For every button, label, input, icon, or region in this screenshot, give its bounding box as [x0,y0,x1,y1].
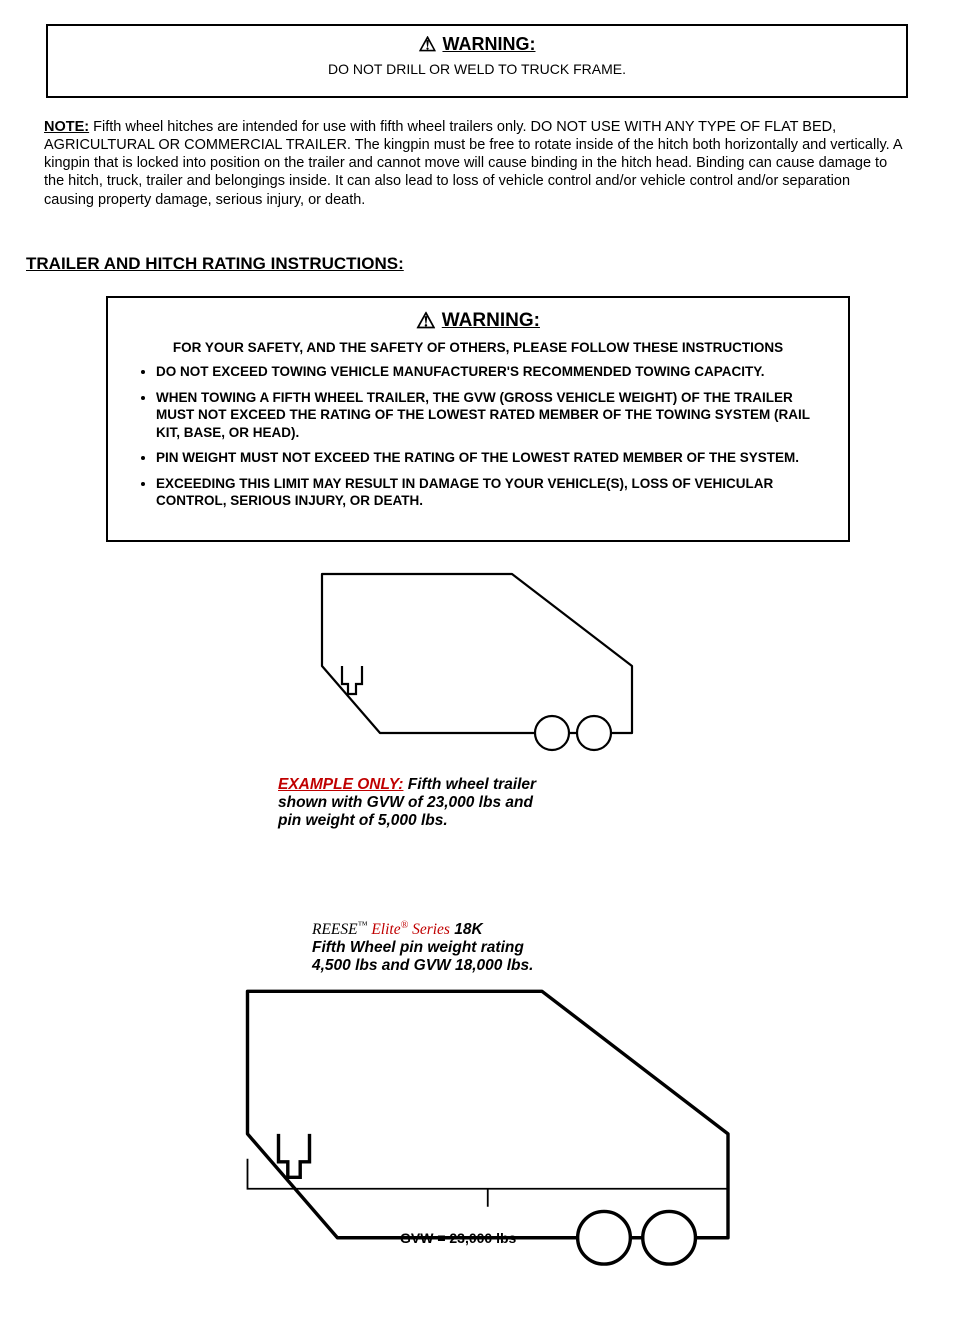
brand-reese: REESE [312,921,358,938]
top-warning-box: ⚠ WARNING: DO NOT DRILL OR WELD TO TRUCK… [46,24,908,98]
warning-triangle-icon: ⚠ [419,32,437,57]
trailer-figure-1 [312,568,642,758]
note-text: Fifth wheel hitches are intended for use… [44,119,902,208]
inner-warning-bullet: WHEN TOWING A FIFTH WHEEL TRAILER, THE G… [156,389,828,442]
inner-warning-label: WARNING: [442,310,540,332]
trailer-diagram-icon [312,568,642,758]
caption-line: pin weight of 5,000 lbs. [278,812,678,830]
brand-elite: Elite [367,921,400,938]
trailer-figure-2 [232,982,924,1337]
brand-line-2: Fifth Wheel pin weight rating [312,939,712,957]
inner-warning-bullet: EXCEEDING THIS LIMIT MAY RESULT IN DAMAG… [156,475,828,510]
brand-line-1: REESE™ Elite® Series 18K [312,921,483,938]
top-warning-label: WARNING: [442,34,535,55]
section-heading: TRAILER AND HITCH RATING INSTRUCTIONS: [26,254,404,274]
brand-caption-block: REESE™ Elite® Series 18K Fifth Wheel pin… [312,920,712,975]
brand-tail: 18K [450,921,483,938]
inner-warning-bullet: PIN WEIGHT MUST NOT EXCEED THE RATING OF… [156,449,828,467]
tm-mark: ™ [358,920,368,931]
top-warning-header: ⚠ WARNING: [48,32,906,57]
top-warning-text: DO NOT DRILL OR WELD TO TRUCK FRAME. [48,61,906,77]
brand-series: Series [408,921,450,938]
inner-warning-box: ⚠ WARNING: FOR YOUR SAFETY, AND THE SAFE… [106,296,850,542]
caption-line: shown with GVW of 23,000 lbs and [278,794,678,812]
inner-warning-lead: FOR YOUR SAFETY, AND THE SAFETY OF OTHER… [108,340,848,355]
note-block: NOTE: Fifth wheel hitches are intended f… [44,118,904,209]
caption-rest: Fifth wheel trailer [403,776,536,793]
brand-line-3: 4,500 lbs and GVW 18,000 lbs. [312,957,712,975]
note-label: NOTE: [44,119,89,135]
gvw-dimension-label: GVW = 23,000 lbs [400,1230,516,1246]
inner-warning-list: DO NOT EXCEED TOWING VEHICLE MANUFACTURE… [108,363,848,510]
caption-red-text: EXAMPLE ONLY: [278,776,403,793]
inner-warning-bullet: DO NOT EXCEED TOWING VEHICLE MANUFACTURE… [156,363,828,381]
trailer-diagram-with-dimension-icon [232,982,924,1337]
inner-warning-header: ⚠ WARNING: [108,298,848,334]
caption-block-a: EXAMPLE ONLY: Fifth wheel trailer shown … [278,776,678,830]
caption-line: EXAMPLE ONLY: Fifth wheel trailer [278,776,678,794]
warning-triangle-icon: ⚠ [416,308,436,334]
